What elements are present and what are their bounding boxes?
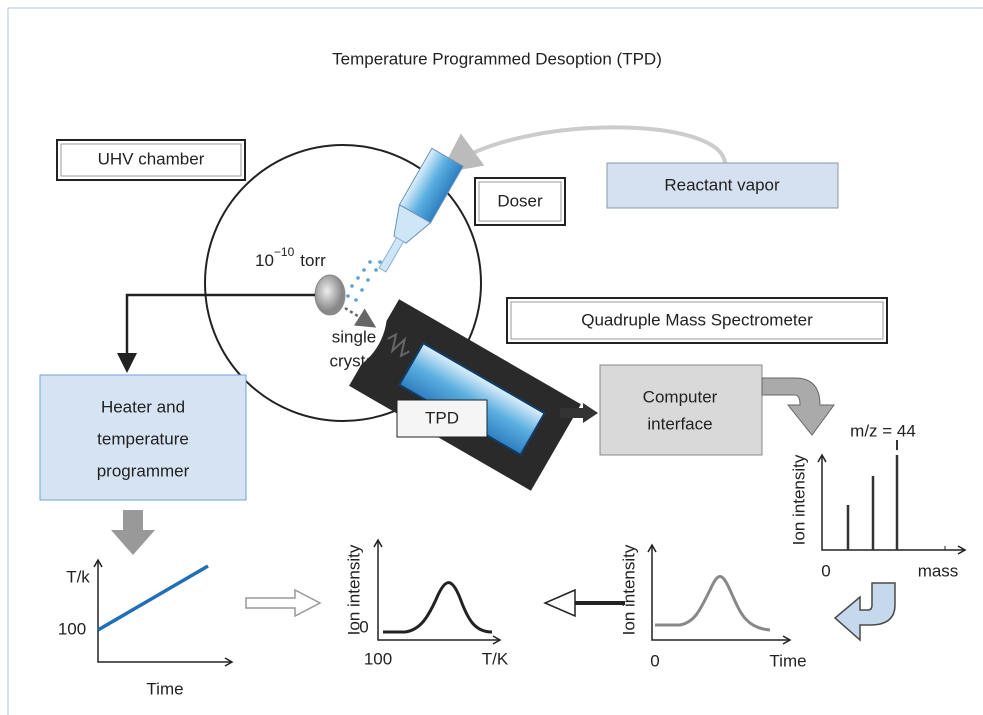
down-arrow [111, 510, 155, 555]
uhv-label: UHV chamber [98, 149, 205, 168]
to-tpd-head [543, 588, 576, 618]
tpd-label: TPD [425, 408, 459, 427]
heater-line [117, 293, 315, 373]
temp-y-start: 100 [58, 619, 86, 638]
output-arrow [761, 377, 835, 436]
heater-label: Heater and [101, 397, 185, 416]
heater-label: programmer [97, 461, 190, 480]
chamber [204, 144, 482, 422]
tpd-axes [373, 538, 502, 645]
vapor-arrow [440, 125, 727, 174]
time-axes [647, 543, 792, 645]
ms-annotation: m/z = 44 [850, 421, 916, 440]
time-y-label: Ion intensity [619, 544, 638, 635]
to-plot-arrow [245, 588, 322, 618]
vapor-label: Reactant vapor [664, 175, 780, 194]
temp-y-label: T/k [66, 567, 90, 586]
temp-x-label: Time [146, 679, 183, 698]
time-curve [655, 575, 771, 632]
ms-x-origin: 0 [821, 561, 830, 580]
time-x-origin: 0 [650, 651, 659, 670]
frame [7, 7, 983, 715]
ms-peaks [846, 455, 899, 550]
pressure-label: 10−10 torr [255, 245, 326, 270]
return-arrow [833, 582, 896, 642]
tpd-y-label: Ion intensity [344, 544, 363, 635]
heater-box [39, 374, 247, 501]
spectrometer [349, 299, 581, 491]
computer-label: interface [647, 414, 712, 433]
tpd-x-label: T/K [482, 649, 509, 668]
time-x-label: Time [769, 651, 806, 670]
spray [346, 260, 382, 302]
temp-ramp [97, 564, 209, 632]
doser-label: Doser [497, 191, 543, 210]
temp-axes [93, 558, 234, 667]
qms-box [506, 297, 888, 344]
vapor-box [606, 162, 839, 209]
doser-box [474, 177, 566, 226]
computer-label: Computer [643, 387, 718, 406]
signal-arrow-head [583, 403, 598, 423]
crystal-label: single [332, 327, 376, 346]
heater-label: temperature [97, 429, 189, 448]
desorb-arrow [344, 306, 377, 328]
qms-label: Quadruple Mass Spectrometer [581, 310, 813, 329]
doser-nozzle [378, 147, 464, 273]
uhv-box [56, 139, 246, 181]
title: Temperature Programmed Desoption (TPD) [332, 49, 662, 68]
computer-box [599, 364, 763, 456]
tpd-y-origin: 0 [359, 617, 368, 636]
tpd-x-start: 100 [364, 649, 392, 668]
ms-y-label: Ion intensity [789, 454, 808, 545]
tpd-curve [383, 581, 493, 634]
crystal [314, 274, 346, 316]
ms-x-label: mass [918, 561, 959, 580]
ms-axes [817, 453, 967, 555]
tpd-box [396, 399, 488, 438]
